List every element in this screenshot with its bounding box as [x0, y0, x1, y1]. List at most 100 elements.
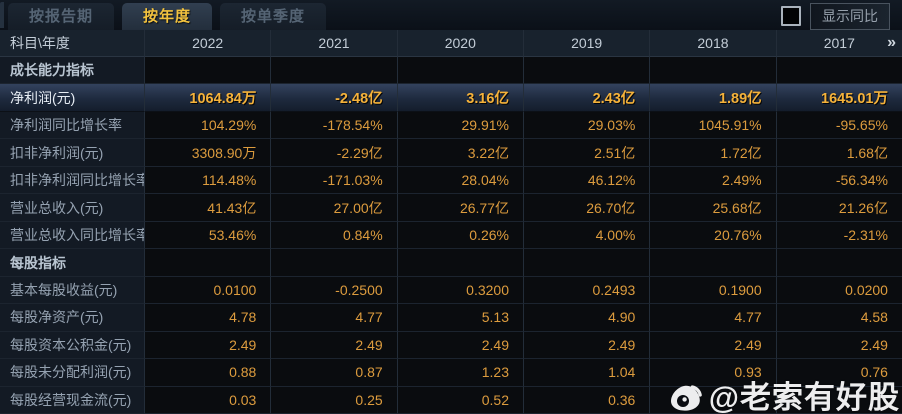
more-years-icon[interactable]: » — [887, 34, 896, 51]
value-cell: 1045.91% — [650, 111, 777, 140]
table-row[interactable]: 营业总收入同比增长率 53.46% 0.84% 0.26% 4.00% 20.76% -2.… — [0, 221, 902, 250]
value-cell: 104.29% — [145, 111, 272, 140]
value-cell: 2.49 — [271, 331, 398, 360]
tab-by-quarter[interactable]: 按单季度 — [220, 3, 327, 30]
value-cell: 0.0200 — [776, 276, 902, 305]
table-row[interactable]: 基本每股收益(元) 0.0100 -0.2500 0.3200 0.2493 0.1900… — [0, 276, 902, 305]
table-row[interactable]: 净利润(元) 1064.84万 -2.48亿 3.16亿 2.43亿 1.89亿 1645.… — [0, 84, 902, 112]
table-row[interactable]: 扣非净利润同比增长率 114.48% -171.03% 28.04% 46.12% 2.4… — [0, 166, 902, 195]
value-cell: 3308.90万 — [145, 139, 272, 167]
table-header-row: 科目\年度 2022 2021 2020 2019 2018 2017» — [0, 30, 902, 57]
value-cell: 29.91% — [397, 111, 524, 140]
value-cell: 1064.84万 — [145, 84, 272, 112]
value-cell: 1.72亿 — [650, 139, 777, 167]
value-cell: 26.77亿 — [397, 194, 524, 222]
value-cell: 0.84% — [271, 221, 398, 250]
value-cell: -2.48亿 — [271, 84, 398, 112]
value-cell — [650, 57, 777, 85]
tab-by-year[interactable]: 按年度 — [122, 3, 213, 30]
value-cell: 114.48% — [145, 166, 272, 195]
table-row[interactable]: 每股经营现金流(元) 0.03 0.25 0.52 0.36 — [0, 386, 902, 414]
value-cell: 3.22亿 — [397, 139, 524, 167]
value-cell: 0.2493 — [523, 276, 651, 305]
value-cell: 2.49 — [397, 331, 524, 360]
value-cell — [776, 386, 902, 414]
value-cell: -56.34% — [776, 166, 902, 195]
value-cell: 4.77 — [650, 304, 777, 332]
row-label: 每股未分配利润(元) — [0, 359, 145, 387]
value-cell: 0.93 — [650, 359, 777, 387]
value-cell — [397, 249, 524, 277]
value-cell: -95.65% — [776, 111, 902, 140]
year-header-2022: 2022 — [145, 30, 272, 57]
show-yoy-label[interactable]: 显示同比 — [810, 2, 890, 30]
table-row[interactable]: 每股资本公积金(元) 2.49 2.49 2.49 2.49 2.49 2.49 — [0, 331, 902, 360]
value-cell: 2.49 — [523, 331, 651, 360]
financial-table: 科目\年度 2022 2021 2020 2019 2018 2017» 成长能力指标 净利… — [0, 30, 902, 414]
value-cell: 0.3200 — [397, 276, 524, 305]
value-cell: 0.26% — [397, 221, 524, 250]
table-row[interactable]: 每股净资产(元) 4.78 4.77 5.13 4.90 4.77 4.58 — [0, 304, 902, 332]
value-cell — [650, 386, 777, 414]
value-cell: 0.76 — [776, 359, 902, 387]
value-cell: 1.04 — [523, 359, 651, 387]
value-cell — [145, 249, 272, 277]
year-header-2019: 2019 — [523, 30, 651, 57]
row-label: 每股资本公积金(元) — [0, 331, 145, 360]
row-label: 每股净资产(元) — [0, 304, 145, 332]
value-cell: 1.89亿 — [650, 84, 777, 112]
section-row: 成长能力指标 — [0, 57, 902, 85]
value-cell: 26.70亿 — [523, 194, 651, 222]
value-cell: 2.49 — [145, 331, 272, 360]
value-cell: 4.58 — [776, 304, 902, 332]
value-cell: 2.49 — [650, 331, 777, 360]
value-cell: 2.49 — [776, 331, 902, 360]
value-cell: -171.03% — [271, 166, 398, 195]
row-label: 每股经营现金流(元) — [0, 386, 145, 414]
value-cell: 46.12% — [523, 166, 651, 195]
value-cell — [776, 57, 902, 85]
show-yoy-checkbox[interactable] — [781, 6, 801, 26]
value-cell: 0.0100 — [145, 276, 272, 305]
value-cell: 4.78 — [145, 304, 272, 332]
table-row[interactable]: 净利润同比增长率 104.29% -178.54% 29.91% 29.03% 1045.… — [0, 111, 902, 140]
value-cell: -0.2500 — [271, 276, 398, 305]
value-cell: 3.16亿 — [397, 84, 524, 112]
value-cell: 0.1900 — [650, 276, 777, 305]
value-cell: 20.76% — [650, 221, 777, 250]
row-label: 基本每股收益(元) — [0, 276, 145, 305]
row-label: 扣非净利润同比增长率 — [0, 166, 145, 195]
value-cell — [523, 57, 651, 85]
value-cell: 1645.01万 — [776, 84, 902, 112]
header-controls: 显示同比 — [781, 2, 890, 30]
year-header-2017: 2017» — [776, 30, 902, 57]
row-label: 营业总收入同比增长率 — [0, 221, 145, 250]
row-label: 净利润同比增长率 — [0, 111, 145, 140]
row-label: 净利润(元) — [0, 84, 145, 112]
value-cell: 0.25 — [271, 386, 398, 414]
row-label: 成长能力指标 — [0, 57, 145, 85]
value-cell: 0.87 — [271, 359, 398, 387]
value-cell: 0.36 — [523, 386, 651, 414]
corner-header: 科目\年度 — [0, 30, 145, 57]
year-header-2020: 2020 — [397, 30, 524, 57]
value-cell — [650, 249, 777, 277]
table-row[interactable]: 每股未分配利润(元) 0.88 0.87 1.23 1.04 0.93 0.76 — [0, 359, 902, 387]
row-label: 扣非净利润(元) — [0, 139, 145, 167]
value-cell: 4.77 — [271, 304, 398, 332]
value-cell: 0.03 — [145, 386, 272, 414]
value-cell: 1.23 — [397, 359, 524, 387]
value-cell: 2.49% — [650, 166, 777, 195]
section-row: 每股指标 — [0, 249, 902, 277]
tab-by-report-period[interactable]: 按报告期 — [8, 3, 115, 30]
table-row[interactable]: 营业总收入(元) 41.43亿 27.00亿 26.77亿 26.70亿 25.68亿 21… — [0, 194, 902, 222]
table-row[interactable]: 扣非净利润(元) 3308.90万 -2.29亿 3.22亿 2.51亿 1.72亿 1.6… — [0, 139, 902, 167]
value-cell — [776, 249, 902, 277]
value-cell — [145, 57, 272, 85]
value-cell: -2.31% — [776, 221, 902, 250]
value-cell: 0.88 — [145, 359, 272, 387]
value-cell: 4.90 — [523, 304, 651, 332]
value-cell — [397, 57, 524, 85]
value-cell: 21.26亿 — [776, 194, 902, 222]
